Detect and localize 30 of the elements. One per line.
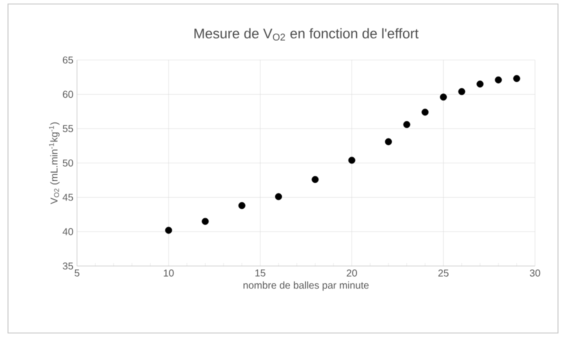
- x-tick-label: 20: [346, 270, 357, 277]
- chart-title: Mesure de V$_{O2}$ en fonction de l'effort: [194, 28, 419, 41]
- point: [165, 226, 172, 234]
- point: [494, 76, 502, 84]
- y-tick-label: 65: [62, 56, 74, 64]
- x-tick-label: 5: [74, 270, 80, 276]
- point: [403, 121, 410, 128]
- y-tick-label: 60: [62, 90, 74, 98]
- point: [275, 193, 282, 200]
- x-axis-title: nombre de balles par minute: [244, 281, 369, 291]
- x-tick-label: 15: [255, 270, 266, 276]
- point: [513, 75, 520, 82]
- x-tick-label: 30: [530, 270, 540, 277]
- y-tick-label: 55: [62, 125, 74, 132]
- y-tick-label: 35: [62, 262, 74, 270]
- point: [458, 88, 466, 96]
- point: [238, 202, 246, 210]
- point: [422, 108, 429, 116]
- point: [202, 218, 209, 225]
- point: [348, 156, 356, 164]
- point: [476, 80, 484, 88]
- x-tick-label: 25: [438, 270, 449, 277]
- x-tick-label: 10: [164, 270, 174, 277]
- y-axis-title: V$_{O2}$ (mL.min$^{-1}$kg$^{-1}$): [49, 122, 60, 204]
- point: [384, 138, 392, 146]
- y-tick-label: 40: [62, 228, 74, 236]
- point: [440, 94, 447, 101]
- point: [312, 176, 319, 183]
- y-tick-label: 45: [62, 194, 74, 201]
- y-tick-label: 50: [62, 159, 74, 167]
